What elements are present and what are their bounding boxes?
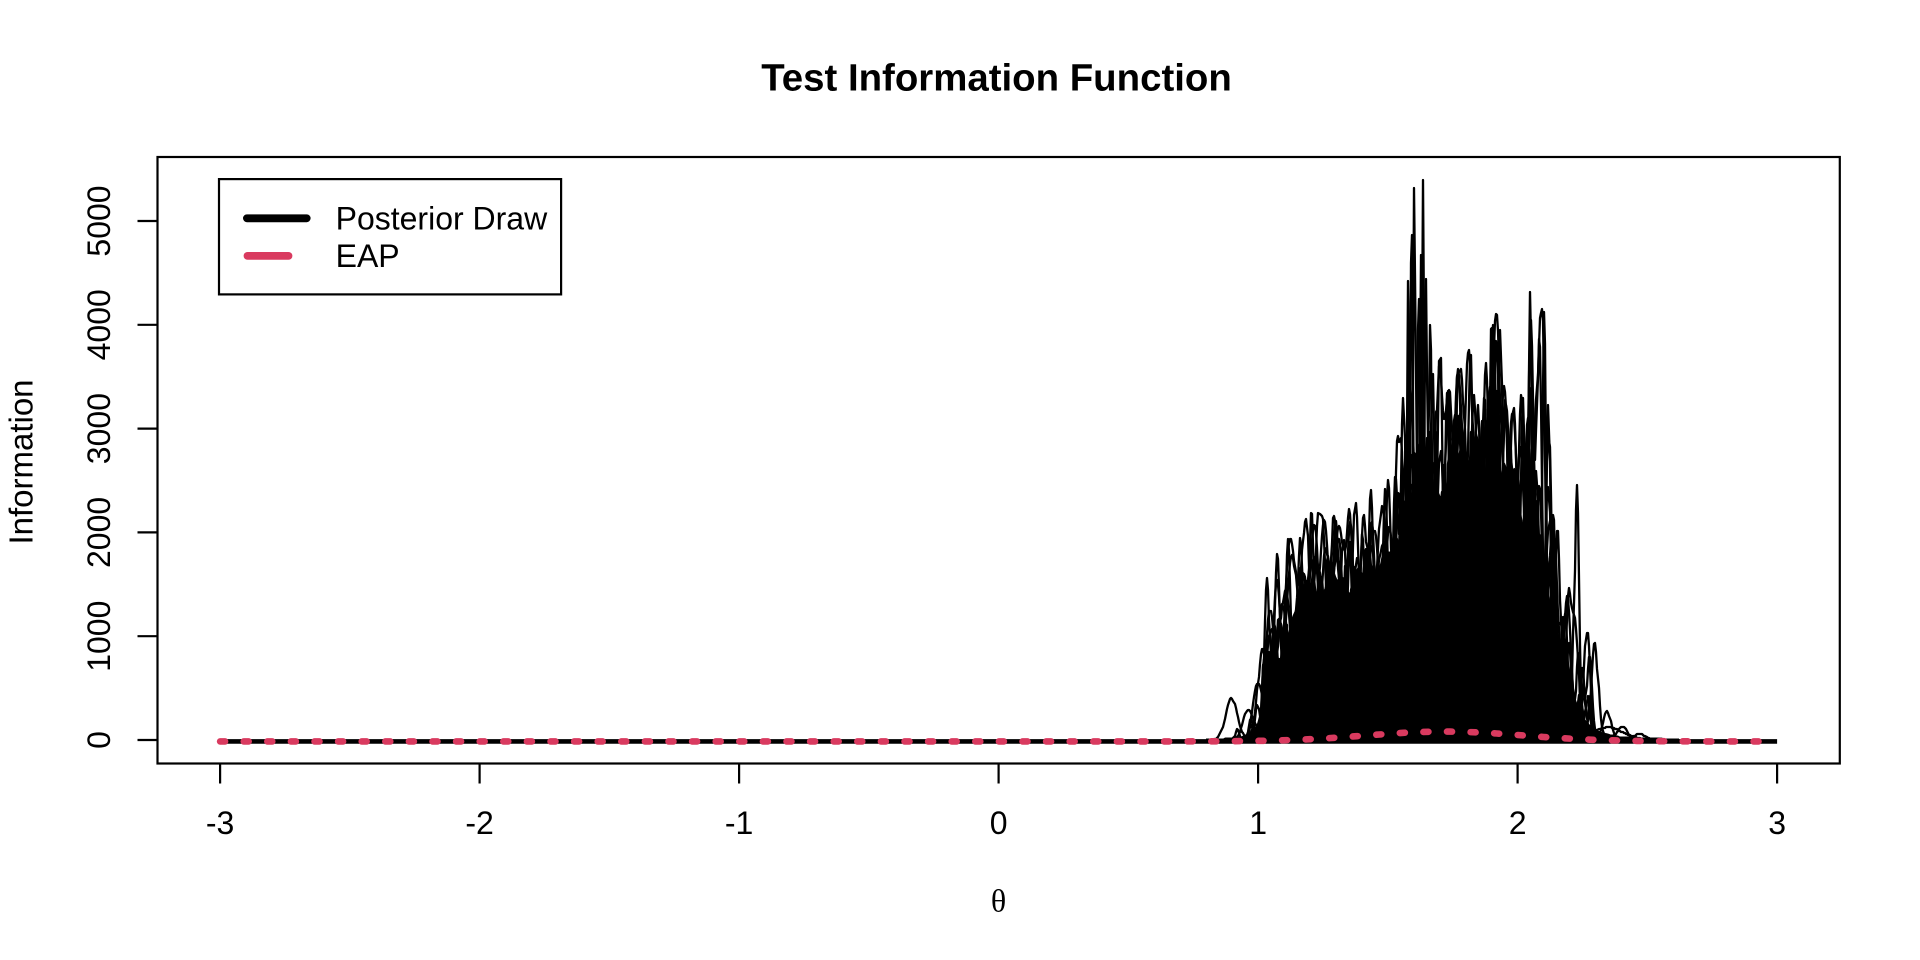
svg-text:3000: 3000	[81, 393, 117, 464]
svg-text:θ: θ	[991, 882, 1006, 918]
svg-text:0: 0	[990, 805, 1008, 841]
svg-text:1000: 1000	[81, 601, 117, 672]
svg-text:0: 0	[81, 731, 117, 749]
svg-text:1: 1	[1249, 805, 1267, 841]
svg-text:5000: 5000	[81, 185, 117, 256]
svg-text:Posterior Draw: Posterior Draw	[336, 200, 548, 236]
svg-text:3: 3	[1768, 805, 1786, 841]
svg-text:4000: 4000	[81, 289, 117, 360]
svg-text:2: 2	[1509, 805, 1527, 841]
svg-text:Information: Information	[3, 379, 40, 544]
svg-text:-2: -2	[465, 805, 493, 841]
svg-text:-1: -1	[725, 805, 753, 841]
svg-text:Test Information Function: Test Information Function	[761, 57, 1232, 100]
svg-text:2000: 2000	[81, 497, 117, 568]
svg-text:EAP: EAP	[336, 238, 400, 274]
svg-text:-3: -3	[206, 805, 234, 841]
